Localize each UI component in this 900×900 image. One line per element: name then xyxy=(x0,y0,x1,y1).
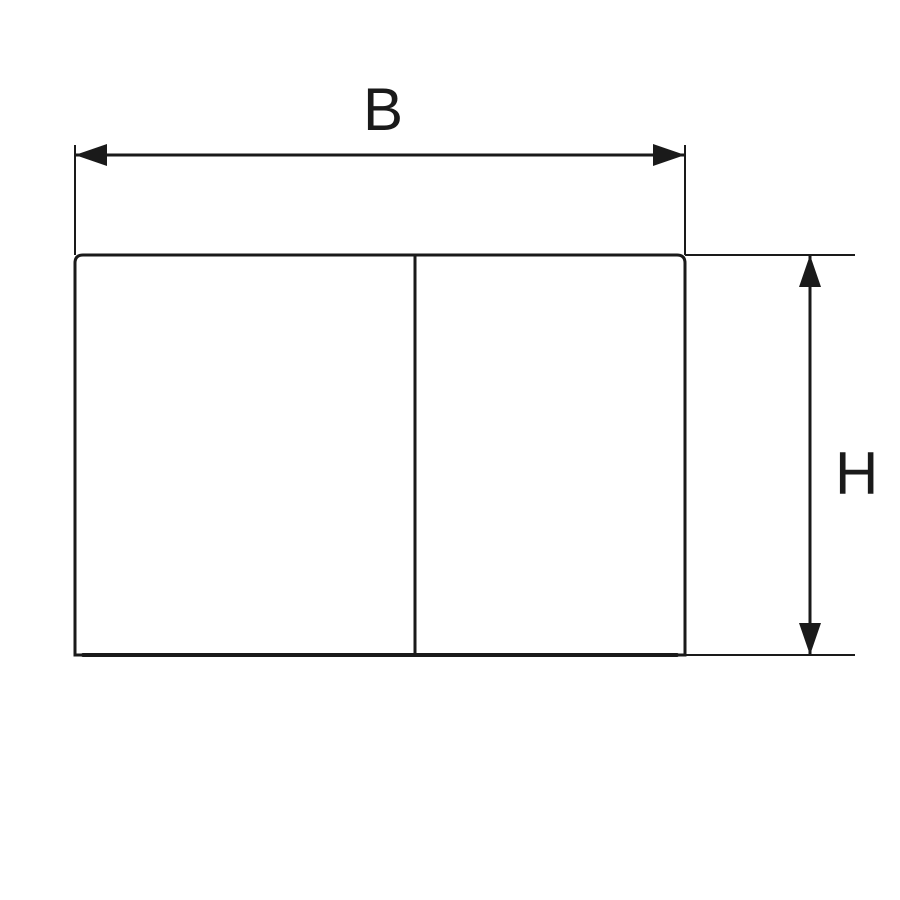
dim-arrowhead xyxy=(799,623,821,655)
dim-arrowhead xyxy=(75,144,107,166)
dimension-diagram: BH xyxy=(0,0,900,900)
dim-arrowhead xyxy=(653,144,685,166)
height-label: H xyxy=(835,440,878,507)
cabinet-outline xyxy=(75,255,685,655)
dim-arrowhead xyxy=(799,255,821,287)
width-label: B xyxy=(363,76,403,143)
